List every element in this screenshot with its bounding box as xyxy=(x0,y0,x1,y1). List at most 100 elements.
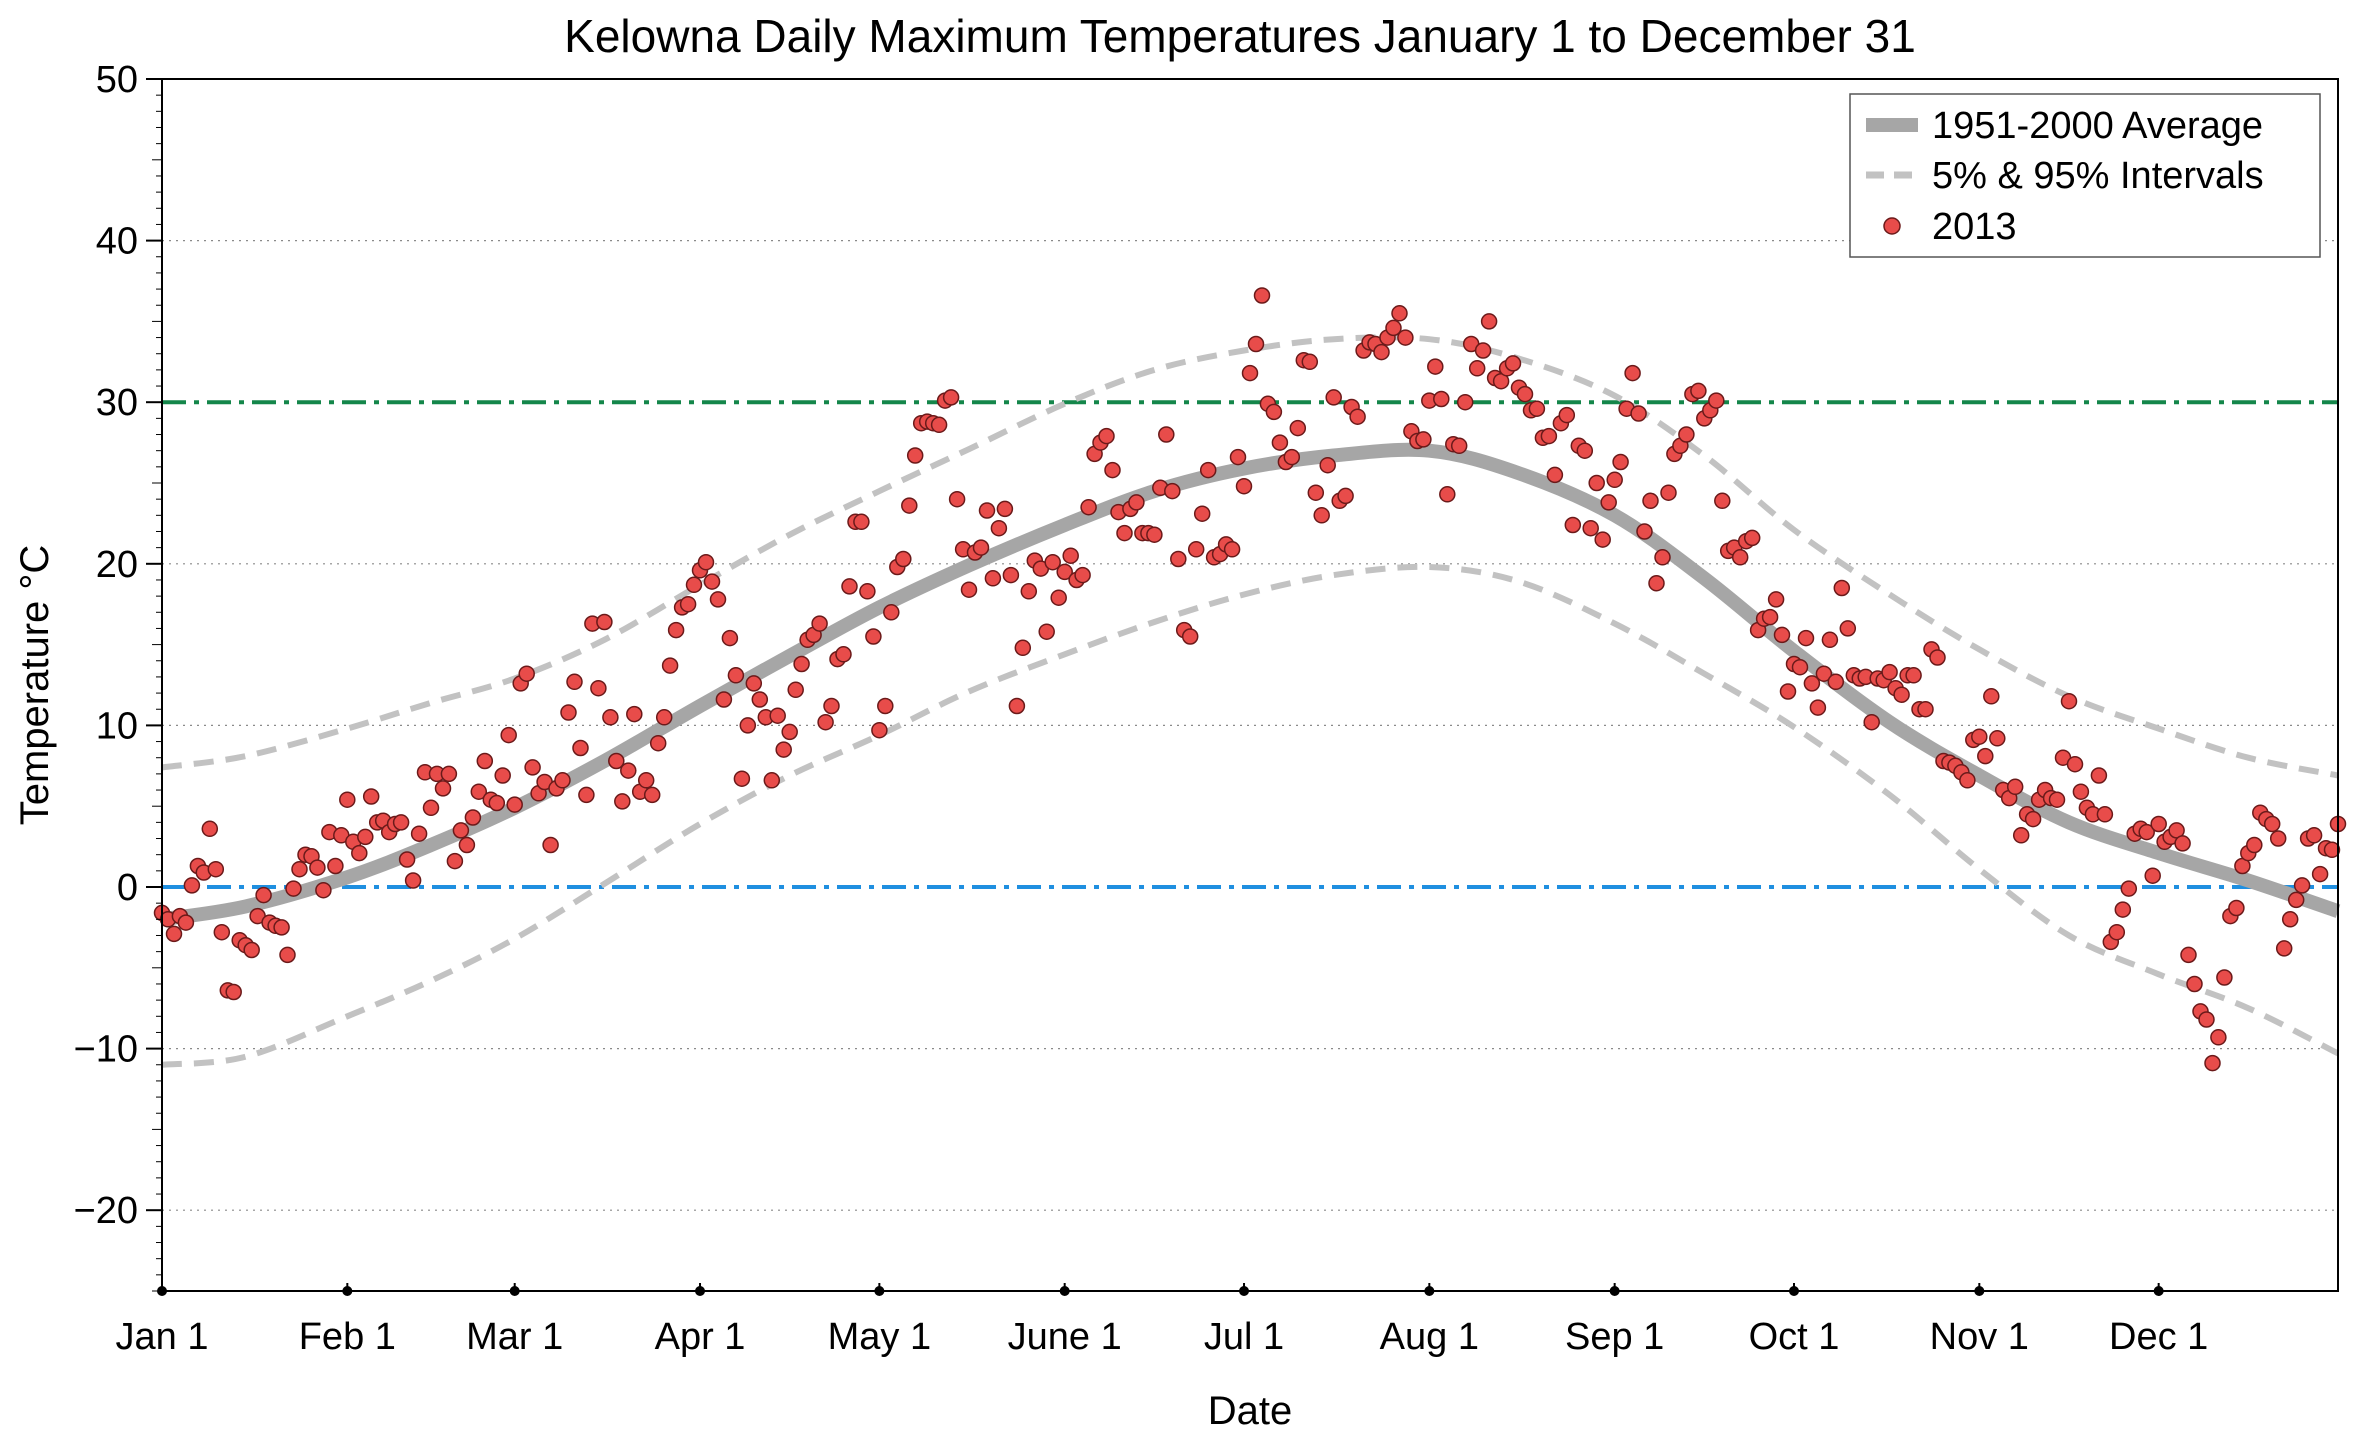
data-point-2013 xyxy=(2246,836,2263,854)
data-point-2013 xyxy=(2096,806,2114,823)
data-point-2013 xyxy=(942,389,960,406)
data-point-2013 xyxy=(1181,628,1199,645)
data-point-2013 xyxy=(1116,524,1133,542)
data-point-2013 xyxy=(745,675,763,692)
data-point-2013 xyxy=(2150,815,2167,833)
data-point-2013 xyxy=(2228,899,2245,917)
data-point-2013 xyxy=(566,673,583,691)
data-point-2013 xyxy=(1080,498,1097,516)
data-point-2013 xyxy=(590,679,607,697)
data-point-2013 xyxy=(679,595,697,613)
data-point-2013 xyxy=(201,820,219,838)
data-point-2013 xyxy=(1038,623,1055,640)
data-point-2013 xyxy=(1648,574,1665,592)
data-point-2013 xyxy=(1301,353,1319,371)
data-point-2013 xyxy=(793,655,810,673)
data-point-2013 xyxy=(1223,541,1241,558)
data-point-2013 xyxy=(643,786,661,804)
data-point-2013 xyxy=(2198,1011,2215,1028)
data-point-2013 xyxy=(1797,629,1815,647)
data-point-2013 xyxy=(1564,516,1582,534)
data-point-2013 xyxy=(1678,426,1695,443)
y-tick-label: −10 xyxy=(74,1029,138,1071)
data-point-2013 xyxy=(572,739,589,757)
data-point-2013 xyxy=(2186,975,2203,993)
data-point-2013 xyxy=(2180,946,2197,964)
x-tick-label: Oct 1 xyxy=(1749,1316,1840,1358)
reference-lines xyxy=(162,400,2338,889)
data-point-2013 xyxy=(1247,335,1265,353)
data-point-2013 xyxy=(1636,523,1653,540)
data-point-2013 xyxy=(1516,385,1534,403)
data-point-2013 xyxy=(787,681,804,699)
x-tick-dot xyxy=(157,1286,167,1296)
data-point-2013 xyxy=(960,581,978,598)
data-point-2013 xyxy=(865,628,882,645)
data-point-2013 xyxy=(1779,683,1797,700)
data-point-2013 xyxy=(709,591,727,608)
data-point-2013 xyxy=(177,914,195,931)
data-point-2013 xyxy=(2263,815,2281,833)
data-point-2013 xyxy=(1839,620,1857,637)
data-point-2013 xyxy=(1146,526,1163,543)
data-point-2013 xyxy=(637,772,655,789)
data-point-2013 xyxy=(1893,686,1910,703)
data-point-2013 xyxy=(1319,456,1336,474)
y-tick-label: 40 xyxy=(96,221,138,263)
data-point-2013 xyxy=(1582,519,1599,537)
data-point-2013 xyxy=(2048,791,2066,808)
data-point-2013 xyxy=(1863,713,1880,731)
data-point-2013 xyxy=(895,550,912,568)
data-point-2013 xyxy=(452,822,470,839)
x-tick-label: Dec 1 xyxy=(2109,1316,2208,1358)
data-point-2013 xyxy=(901,497,918,514)
series-interval-line xyxy=(161,563,2340,1068)
data-point-2013 xyxy=(1229,448,1247,466)
data-point-2013 xyxy=(554,772,571,789)
data-point-2013 xyxy=(763,772,781,789)
data-point-2013 xyxy=(1881,663,1898,681)
data-point-2013 xyxy=(972,539,990,556)
data-point-2013 xyxy=(948,490,966,508)
data-point-2013 xyxy=(524,759,541,776)
data-point-2013 xyxy=(315,881,332,899)
data-point-2013 xyxy=(309,859,326,876)
plot-frame xyxy=(161,78,2339,1292)
data-point-2013 xyxy=(1773,626,1791,644)
data-point-2013 xyxy=(398,851,416,868)
data-point-2013 xyxy=(362,788,380,805)
data-point-2013 xyxy=(655,709,673,726)
data-point-2013 xyxy=(1714,492,1731,510)
data-point-2013 xyxy=(243,941,260,959)
data-point-2013 xyxy=(392,814,410,831)
data-point-2013 xyxy=(877,697,894,715)
data-point-2013 xyxy=(1098,427,1115,445)
data-point-2013 xyxy=(1235,477,1253,495)
x-tick-dot xyxy=(2153,1286,2164,1296)
data-point-2013 xyxy=(1821,631,1839,649)
data-point-2013 xyxy=(1283,448,1301,466)
data-point-2013 xyxy=(488,794,506,812)
x-tick-label: Mar 1 xyxy=(466,1316,563,1358)
data-point-2013 xyxy=(2281,911,2299,928)
data-point-2013 xyxy=(727,667,745,684)
data-point-2013 xyxy=(1594,531,1611,548)
data-point-2013 xyxy=(464,809,482,826)
x-tick-dot xyxy=(695,1286,706,1296)
data-point-2013 xyxy=(697,553,715,571)
data-point-2013 xyxy=(1433,390,1450,408)
data-point-2013 xyxy=(1606,471,1623,489)
data-point-2013 xyxy=(1062,547,1079,564)
data-point-2013 xyxy=(1050,589,1067,606)
data-point-2013 xyxy=(1193,505,1211,522)
data-point-2013 xyxy=(1014,639,1032,657)
data-point-2013 xyxy=(1074,566,1091,584)
data-point-2013 xyxy=(351,844,368,862)
data-point-2013 xyxy=(410,825,428,842)
data-point-2013 xyxy=(1474,342,1492,359)
x-tick-dot xyxy=(1974,1286,1985,1296)
data-point-2013 xyxy=(1600,494,1617,511)
data-point-2013 xyxy=(2144,867,2161,884)
data-point-2013 xyxy=(1056,563,1073,581)
data-point-2013 xyxy=(2060,692,2078,710)
